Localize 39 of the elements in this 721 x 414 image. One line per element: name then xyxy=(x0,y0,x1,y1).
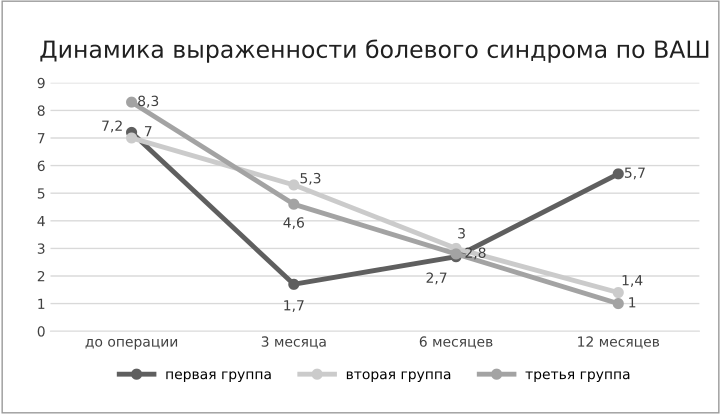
y-tick-label: 6 xyxy=(38,160,45,172)
data-label: 1 xyxy=(629,297,636,308)
point xyxy=(612,287,624,298)
x-tick-label: 6 месяцев xyxy=(420,336,492,349)
point xyxy=(450,248,462,260)
point xyxy=(612,168,624,180)
point xyxy=(126,132,138,144)
x-tick-label: до операции xyxy=(86,338,178,350)
y-tick-label: 1 xyxy=(38,298,44,309)
data-label: 2,7 xyxy=(426,272,446,284)
data-label: 8,3 xyxy=(138,96,158,108)
x-tick-label: 12 месяцев xyxy=(578,336,660,349)
data-label: 5,7 xyxy=(624,168,645,180)
data-label: 5,3 xyxy=(300,172,320,185)
y-tick-label: 5 xyxy=(38,188,44,199)
y-tick-label: 9 xyxy=(38,78,45,88)
y-tick-label: 2 xyxy=(38,270,44,282)
chart-title: Динамика выраженности болевого синдрома по ВАШ xyxy=(40,39,708,63)
point xyxy=(288,179,300,190)
data-label: 4,6 xyxy=(283,217,304,230)
data-label: 2,8 xyxy=(465,247,486,260)
y-tick-label: 0 xyxy=(38,326,45,337)
y-tick-label: 4 xyxy=(37,216,45,226)
x-tick-label: 3 месяца xyxy=(262,336,326,349)
legend-label: вторая группа xyxy=(346,371,450,382)
data-label: 3 xyxy=(458,228,465,239)
data-label: 7,2 xyxy=(102,120,122,132)
point xyxy=(612,298,624,310)
y-tick-label: 8 xyxy=(38,105,45,116)
data-label: 7 xyxy=(144,126,152,136)
legend-label: первая группа xyxy=(166,371,271,382)
point xyxy=(288,278,300,290)
y-tick-label: 7 xyxy=(38,133,44,144)
data-label: 1,4 xyxy=(622,275,642,287)
point xyxy=(126,96,138,108)
data-label: 1,7 xyxy=(284,300,304,312)
y-tick-label: 3 xyxy=(38,243,44,254)
point xyxy=(288,198,300,210)
legend-label: третья группа xyxy=(526,371,630,382)
